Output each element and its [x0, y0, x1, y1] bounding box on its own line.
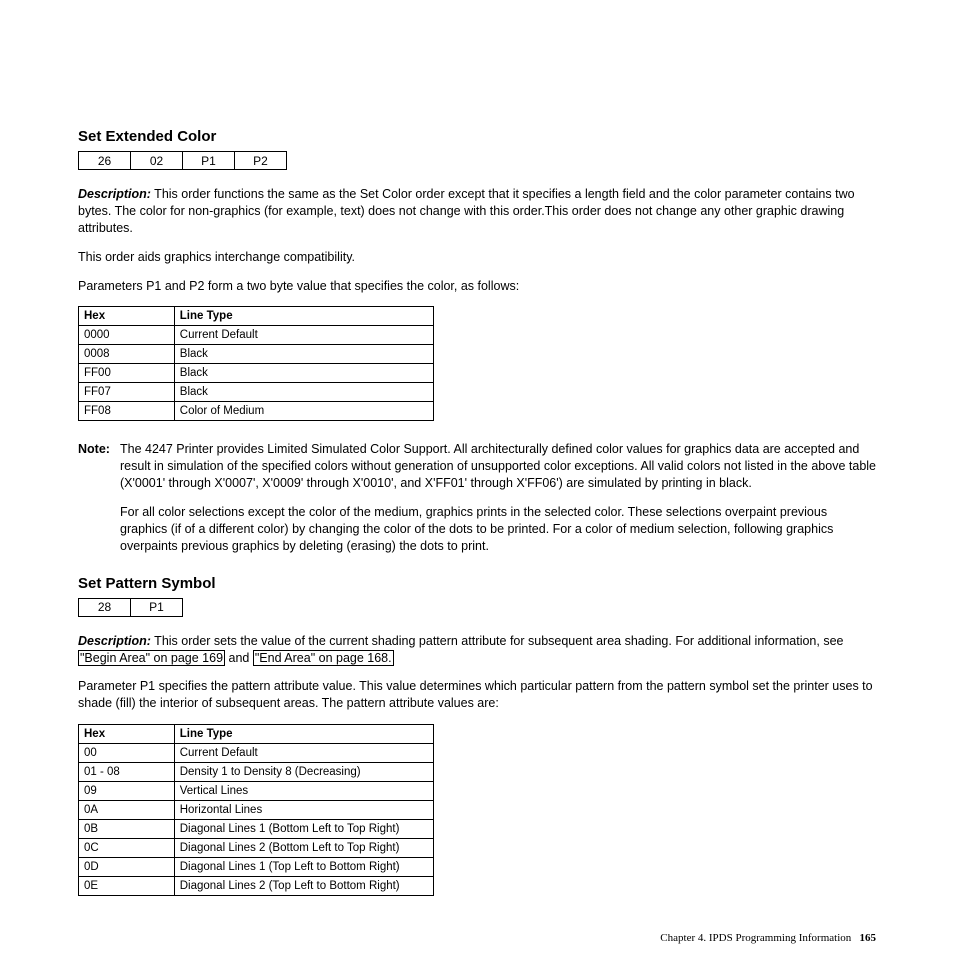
description-label: Description:: [78, 187, 151, 201]
td: Diagonal Lines 2 (Bottom Left to Top Rig…: [174, 839, 433, 858]
note-body: The 4247 Printer provides Limited Simula…: [120, 441, 876, 566]
byte-cell: 28: [79, 598, 131, 616]
color-table: Hex Line Type 0000Current Default 0008Bl…: [78, 306, 434, 421]
td: Current Default: [174, 326, 433, 345]
td: FF07: [79, 383, 175, 402]
description-para-1: Description: This order functions the sa…: [78, 186, 876, 237]
td: 09: [79, 782, 175, 801]
byte-cell: P1: [183, 152, 235, 170]
td: 0C: [79, 839, 175, 858]
td: Diagonal Lines 1 (Top Left to Bottom Rig…: [174, 858, 433, 877]
heading-set-extended-color: Set Extended Color: [78, 128, 876, 145]
pattern-table: Hex Line Type 00Current Default 01 - 08D…: [78, 724, 434, 896]
byte-grid-pattern: 28 P1: [78, 598, 183, 617]
td: 0B: [79, 820, 175, 839]
para-compat: This order aids graphics interchange com…: [78, 249, 876, 266]
footer-chapter: Chapter 4. IPDS Programming Information: [660, 932, 851, 944]
td: Current Default: [174, 744, 433, 763]
td: Diagonal Lines 2 (Top Left to Bottom Rig…: [174, 877, 433, 896]
td: Horizontal Lines: [174, 801, 433, 820]
byte-cell: 02: [131, 152, 183, 170]
td: Black: [174, 345, 433, 364]
td: 0000: [79, 326, 175, 345]
desc-text-a: This order sets the value of the current…: [151, 634, 844, 648]
td: Black: [174, 364, 433, 383]
td: Diagonal Lines 1 (Bottom Left to Top Rig…: [174, 820, 433, 839]
th-linetype: Line Type: [174, 725, 433, 744]
para-p1-pattern: Parameter P1 specifies the pattern attri…: [78, 678, 876, 712]
note-p2: For all color selections except the colo…: [120, 504, 876, 555]
page-content: Set Extended Color 26 02 P1 P2 Descripti…: [0, 0, 954, 936]
description-text: This order functions the same as the Set…: [78, 187, 855, 235]
th-linetype: Line Type: [174, 307, 433, 326]
td: Vertical Lines: [174, 782, 433, 801]
description-para-2: Description: This order sets the value o…: [78, 633, 876, 667]
para-p1p2: Parameters P1 and P2 form a two byte val…: [78, 278, 876, 295]
desc-mid: and: [225, 651, 253, 665]
td: Black: [174, 383, 433, 402]
td: 0008: [79, 345, 175, 364]
footer-page: 165: [860, 932, 877, 944]
th-hex: Hex: [79, 307, 175, 326]
td: FF08: [79, 402, 175, 421]
byte-grid-extended-color: 26 02 P1 P2: [78, 151, 287, 170]
note-p1: The 4247 Printer provides Limited Simula…: [120, 441, 876, 492]
td: Density 1 to Density 8 (Decreasing): [174, 763, 433, 782]
byte-cell: P1: [131, 598, 183, 616]
byte-cell: 26: [79, 152, 131, 170]
page-footer: Chapter 4. IPDS Programming Information …: [0, 932, 954, 944]
note-block: Note: The 4247 Printer provides Limited …: [78, 441, 876, 566]
td: 0A: [79, 801, 175, 820]
td: Color of Medium: [174, 402, 433, 421]
th-hex: Hex: [79, 725, 175, 744]
td: 0E: [79, 877, 175, 896]
heading-set-pattern-symbol: Set Pattern Symbol: [78, 575, 876, 592]
td: FF00: [79, 364, 175, 383]
description-label: Description:: [78, 634, 151, 648]
link-begin-area[interactable]: "Begin Area" on page 169: [78, 650, 225, 666]
td: 01 - 08: [79, 763, 175, 782]
td: 00: [79, 744, 175, 763]
td: 0D: [79, 858, 175, 877]
link-end-area[interactable]: "End Area" on page 168.: [253, 650, 394, 666]
byte-cell: P2: [235, 152, 287, 170]
note-label: Note:: [78, 441, 120, 566]
